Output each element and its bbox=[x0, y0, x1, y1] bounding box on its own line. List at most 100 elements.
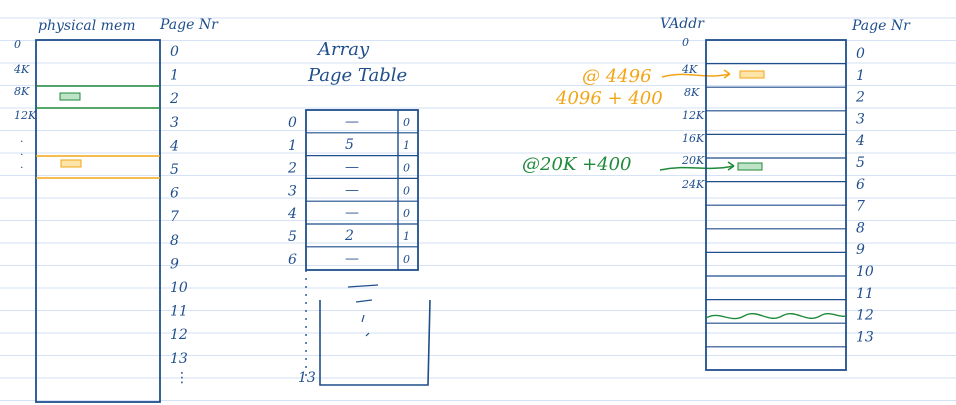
physical-addr-label: 0 bbox=[14, 38, 21, 51]
physical-addr-ellipsis: · bbox=[20, 161, 24, 174]
physical-page-number: 13 bbox=[170, 351, 188, 367]
page-table-valid-bit: 0 bbox=[403, 162, 410, 175]
physical-addr-label: 8K bbox=[14, 85, 30, 98]
physical-page-number: 11 bbox=[170, 304, 188, 320]
physical-addr-label: 12K bbox=[14, 109, 37, 122]
page-table-continuation bbox=[319, 299, 431, 386]
page-table-title-line1: Array bbox=[316, 39, 370, 60]
virtual-page-nr-label: Page Nr bbox=[851, 18, 911, 34]
physical-page-ellipsis: ⋮ bbox=[175, 370, 189, 386]
page-table-frame: 5 bbox=[345, 137, 354, 153]
page-table-frame: — bbox=[345, 114, 359, 130]
physical-addr-label: 4K bbox=[13, 63, 30, 76]
virtual-addr-label: 4K bbox=[681, 63, 698, 76]
physical-page-nr-label: Page Nr bbox=[159, 17, 219, 33]
frame-2-data-block bbox=[59, 92, 81, 101]
orange-address-annotation: @ 4496 bbox=[582, 66, 652, 87]
physical-memory-section: physical mem Page Nr 0 4K 8K 12K · · · 0… bbox=[13, 17, 219, 403]
page-table-frame: 2 bbox=[344, 228, 354, 244]
green-arrow bbox=[659, 165, 735, 171]
physical-page-number: 4 bbox=[169, 138, 179, 154]
physical-addr-ellipsis: · bbox=[20, 135, 24, 148]
virtual-addr-label: 8K bbox=[684, 86, 700, 99]
physical-page-number: 0 bbox=[170, 44, 179, 60]
page-table-index: 5 bbox=[288, 229, 297, 245]
virtual-memory-section: VAddr Page Nr 0 4K 8K 12K 16K 20K 24K 0 1… bbox=[660, 16, 911, 371]
frame-5-data-block bbox=[60, 159, 82, 168]
page-table-box bbox=[305, 109, 419, 271]
virtual-page-number: 4 bbox=[855, 133, 865, 149]
virtual-memory-rows bbox=[706, 62, 846, 348]
orange-arrowhead bbox=[723, 69, 731, 79]
physical-page-number: 8 bbox=[170, 233, 179, 249]
physical-page-number: 7 bbox=[170, 209, 179, 225]
physical-page-number: 1 bbox=[170, 68, 179, 84]
page-table-index: 3 bbox=[288, 183, 297, 199]
virtual-page-number: 0 bbox=[856, 46, 865, 62]
virtual-page-number: 9 bbox=[856, 242, 865, 258]
virtual-page-5-data-block bbox=[737, 162, 763, 171]
physical-page-number: 3 bbox=[170, 115, 179, 131]
page-table-frame: — bbox=[345, 205, 359, 221]
virtual-page-number: 1 bbox=[856, 68, 865, 84]
virtual-page-number: 10 bbox=[856, 264, 874, 280]
page-table-title-line2: Page Table bbox=[307, 65, 407, 86]
page-table-index: 1 bbox=[288, 138, 297, 154]
page-table-index: 2 bbox=[287, 161, 297, 177]
virtual-addr-label: 24K bbox=[681, 178, 705, 191]
virtual-page-number: 12 bbox=[856, 308, 874, 324]
physical-mem-title: physical mem bbox=[38, 18, 136, 34]
virtual-addr-label: 20K bbox=[681, 154, 705, 167]
virtual-addr-label: 16K bbox=[682, 132, 705, 145]
virtual-addr-label: 12K bbox=[682, 109, 705, 122]
page-table-sketch-entry bbox=[347, 284, 379, 288]
page-table-valid-bit: 0 bbox=[403, 253, 410, 266]
virtual-page-number: 5 bbox=[856, 155, 865, 171]
virtual-page-number: 2 bbox=[855, 90, 865, 106]
page-table-valid-bit: 0 bbox=[403, 116, 410, 129]
physical-page-number: 2 bbox=[169, 91, 179, 107]
orange-address-breakdown: 4096 + 400 bbox=[555, 88, 663, 109]
virtual-page-number: 6 bbox=[856, 177, 865, 193]
page-table-frame: — bbox=[345, 160, 359, 176]
physical-page-number: 10 bbox=[170, 280, 188, 296]
green-arrowhead bbox=[727, 161, 735, 171]
page-table-sketch-entry bbox=[361, 314, 365, 323]
virtual-page-1-data-block bbox=[739, 70, 765, 79]
page-table-rows: 0 — 0 1 5 1 2 — 0 3 — 0 4 — 0 5 2 1 6 — 0 bbox=[287, 114, 418, 268]
virtual-page-number: 13 bbox=[856, 329, 874, 345]
page-table-section: Array Page Table 0 — 0 1 5 1 2 — 0 3 — 0 4 — 0 5 2 1 6 — 0 1… bbox=[287, 39, 431, 386]
physical-page-number: 5 bbox=[170, 162, 179, 178]
virtual-page-number: 8 bbox=[856, 220, 865, 236]
virtual-addr-label: 0 bbox=[682, 36, 689, 49]
annotations: @ 4496 4096 + 400 @20K +400 bbox=[522, 66, 735, 175]
physical-addr-labels: 0 4K 8K 12K · · · bbox=[13, 38, 37, 174]
virtual-addr-labels: 0 4K 8K 12K 16K 20K 24K bbox=[681, 36, 705, 191]
page-table-sketch-entry bbox=[365, 332, 370, 337]
physical-memory-column bbox=[35, 39, 161, 403]
page-table-index: 6 bbox=[288, 252, 297, 268]
orange-arrow bbox=[661, 73, 731, 78]
physical-page-number: 12 bbox=[170, 327, 188, 343]
physical-page-number: 6 bbox=[170, 186, 179, 202]
physical-addr-ellipsis: · bbox=[20, 148, 24, 161]
page-table-valid-bit: 0 bbox=[403, 207, 410, 220]
page-table-last-index: 13 bbox=[298, 370, 316, 386]
physical-page-number: 9 bbox=[170, 256, 179, 272]
page-table-frame: — bbox=[345, 182, 359, 198]
virtual-page-number: 3 bbox=[856, 111, 865, 127]
page-table-valid-bit: 1 bbox=[403, 139, 410, 152]
page-table-index: 0 bbox=[288, 115, 297, 131]
page-table-frame: — bbox=[345, 251, 359, 267]
page-table-valid-bit: 0 bbox=[403, 184, 410, 197]
virtual-memory-gap-marker bbox=[705, 313, 847, 320]
virtual-page-number: 11 bbox=[856, 286, 874, 302]
page-table-index: 4 bbox=[287, 206, 297, 222]
vaddr-title: VAddr bbox=[660, 16, 705, 32]
page-table-sketch-entry bbox=[355, 299, 373, 303]
page-table-valid-bit: 1 bbox=[403, 230, 410, 243]
ruled-lines bbox=[0, 17, 956, 401]
